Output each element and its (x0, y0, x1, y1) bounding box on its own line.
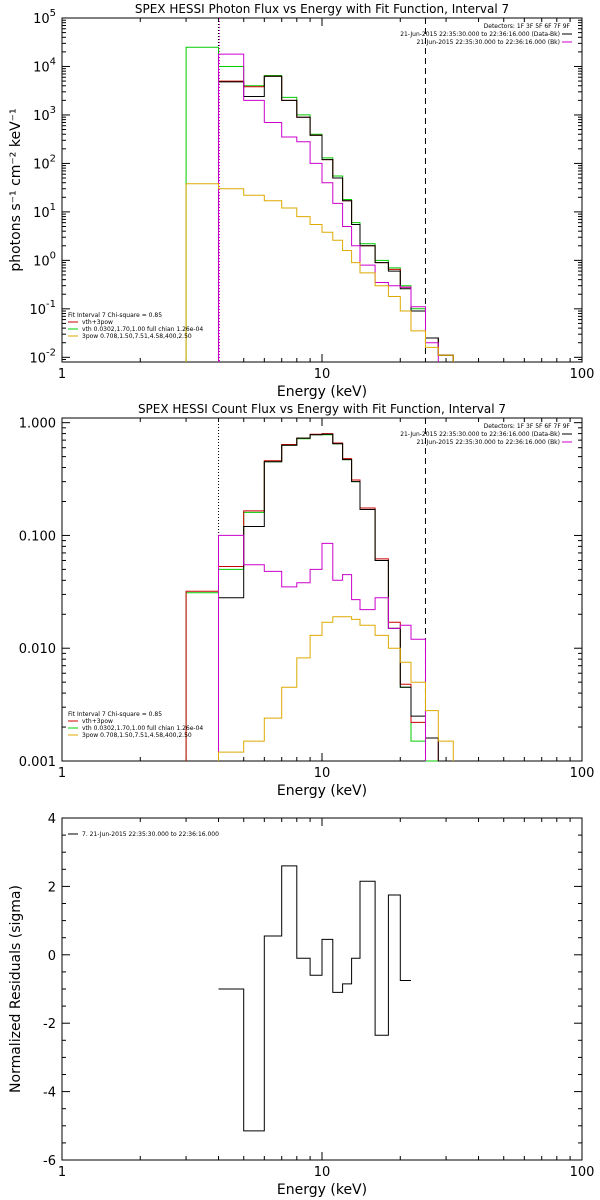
series-line (185, 183, 454, 362)
x-axis-label: Energy (keV) (277, 1182, 367, 1198)
legend-left-text: vth 0.0302,1.70,1.00 full chian 1.26e-04 (82, 326, 203, 333)
legend-right-text: Detectors: 1F 3F 5F 6F 7F 9F (484, 423, 571, 430)
chart-1: SPEX HESSI Photon Flux vs Energy with Fi… (8, 2, 594, 400)
series-1 (218, 865, 411, 1132)
y-tick-label: -4 (43, 1086, 56, 1101)
series-4 (218, 534, 426, 761)
chart-title: SPEX HESSI Count Flux vs Energy with Fit… (138, 402, 506, 416)
y-tick-label: 101 (33, 202, 56, 221)
y-tick-exponent: -1 (46, 299, 56, 310)
y-tick-label: 10-1 (29, 299, 56, 318)
legend-left-text: 3pow 0.708,1.50,7.51,4.58,400,2.50 (82, 732, 192, 739)
y-tick-label: 0.001 (19, 755, 56, 770)
x-tick-label: 1 (58, 766, 66, 781)
y-tick-base: 10 (33, 157, 50, 172)
x-axis-label: Energy (keV) (277, 783, 367, 799)
series-3 (218, 433, 454, 762)
y-tick-base: 10 (33, 109, 50, 124)
y-tick-base: 10 (29, 351, 46, 366)
series-1 (185, 46, 454, 362)
series-line (218, 534, 426, 761)
x-tick-label: 100 (570, 1165, 595, 1180)
series-line (218, 865, 411, 1132)
y-tick-exponent: 1 (50, 202, 56, 213)
x-tick-label: 100 (570, 367, 595, 382)
x-tick-label: 10 (314, 766, 331, 781)
y-tick-label: 104 (33, 56, 56, 75)
y-tick-label: 2 (48, 880, 56, 895)
y-tick-exponent: -2 (46, 347, 56, 358)
series-2 (218, 75, 454, 362)
series-line (185, 46, 454, 362)
x-tick-label: 10 (314, 1165, 331, 1180)
chart-3: 1 10 100 -6 -4 -2 0 2 4 Energy (keV) Normalized Re… (8, 812, 594, 1198)
legend-right-text: 21-Jun-2015 22:35:30.000 to 22:36:16.000… (400, 31, 560, 38)
y-tick-exponent: 5 (50, 8, 56, 19)
y-tick-base: 10 (33, 206, 50, 221)
series-line (218, 53, 439, 362)
x-tick-label: 1 (58, 367, 66, 382)
plot-frame (61, 417, 583, 762)
y-tick-label: 100 (33, 250, 56, 269)
x-axis-label: Energy (keV) (277, 384, 367, 400)
y-axis-label: Normalized Residuals (sigma) (8, 885, 24, 1093)
series-line (218, 616, 454, 761)
plot-frame (61, 17, 583, 363)
x-tick-label: 100 (570, 766, 595, 781)
y-tick-exponent: 0 (50, 250, 56, 261)
plot-frame (61, 817, 583, 1161)
legend-left-text: Fit Interval 7 Chi-square = 0.85 (68, 312, 162, 319)
series-3 (218, 75, 454, 362)
legend-left-text: 3pow 0.708,1.50,7.51,4.58,400,2.50 (82, 333, 192, 340)
series-line (218, 75, 454, 362)
series-4 (218, 53, 439, 362)
y-tick-label: -6 (43, 1154, 56, 1169)
y-tick-base: 10 (33, 254, 50, 269)
y-tick-label: 1.000 (19, 417, 56, 432)
legend-left-text: vth 0.0302,1.70,1.00 full chian 1.26e-04 (82, 725, 203, 732)
y-tick-base: 10 (33, 12, 50, 27)
y-tick-label: 4 (48, 812, 56, 827)
y-tick-label: 0.010 (19, 642, 56, 657)
legend-left-text: 7. 21-Jun-2015 22:35:30.000 to 22:36:16.… (82, 831, 219, 838)
y-tick-exponent: 2 (50, 153, 56, 164)
y-tick-label: 103 (33, 105, 56, 124)
legend-left-text: vth+3pow (82, 319, 113, 326)
chart-title: SPEX HESSI Photon Flux vs Energy with Fi… (135, 2, 509, 16)
series-line (218, 75, 454, 362)
y-tick-base: 10 (29, 303, 46, 318)
legend-left-text: Fit Interval 7 Chi-square = 0.85 (68, 711, 162, 718)
y-tick-label: 105 (33, 8, 56, 27)
y-tick-label: 0 (48, 949, 56, 964)
series-line (218, 433, 454, 762)
legend-right-text: 21-Jun-2015 22:35:30.000 to 22:36:16.000… (400, 431, 560, 438)
y-tick-label: 10-2 (29, 347, 56, 366)
y-tick-exponent: 4 (50, 56, 56, 67)
series-5 (218, 616, 454, 761)
y-tick-label: -2 (43, 1017, 56, 1032)
x-tick-label: 1 (58, 1165, 66, 1180)
legend-right-text: Detectors: 1F 3F 5F 6F 7F 9F (484, 23, 571, 30)
y-axis-label: photons s⁻¹ cm⁻² keV⁻¹ (8, 108, 24, 271)
y-tick-label: 0.100 (19, 529, 56, 544)
y-tick-label: 102 (33, 153, 56, 172)
legend-left-text: vth+3pow (82, 718, 113, 725)
x-tick-label: 10 (314, 367, 331, 382)
chart-2: SPEX HESSI Count Flux vs Energy with Fit… (19, 402, 595, 799)
legend-right-text: 21-Jun-2015 22:35:30.000 to 22:36:16.000… (417, 439, 560, 446)
series-5 (185, 183, 454, 362)
y-tick-exponent: 3 (50, 105, 56, 116)
legend-right-text: 21-Jun-2015 22:35:30.000 to 22:36:16.000… (417, 39, 560, 46)
y-tick-base: 10 (33, 60, 50, 75)
